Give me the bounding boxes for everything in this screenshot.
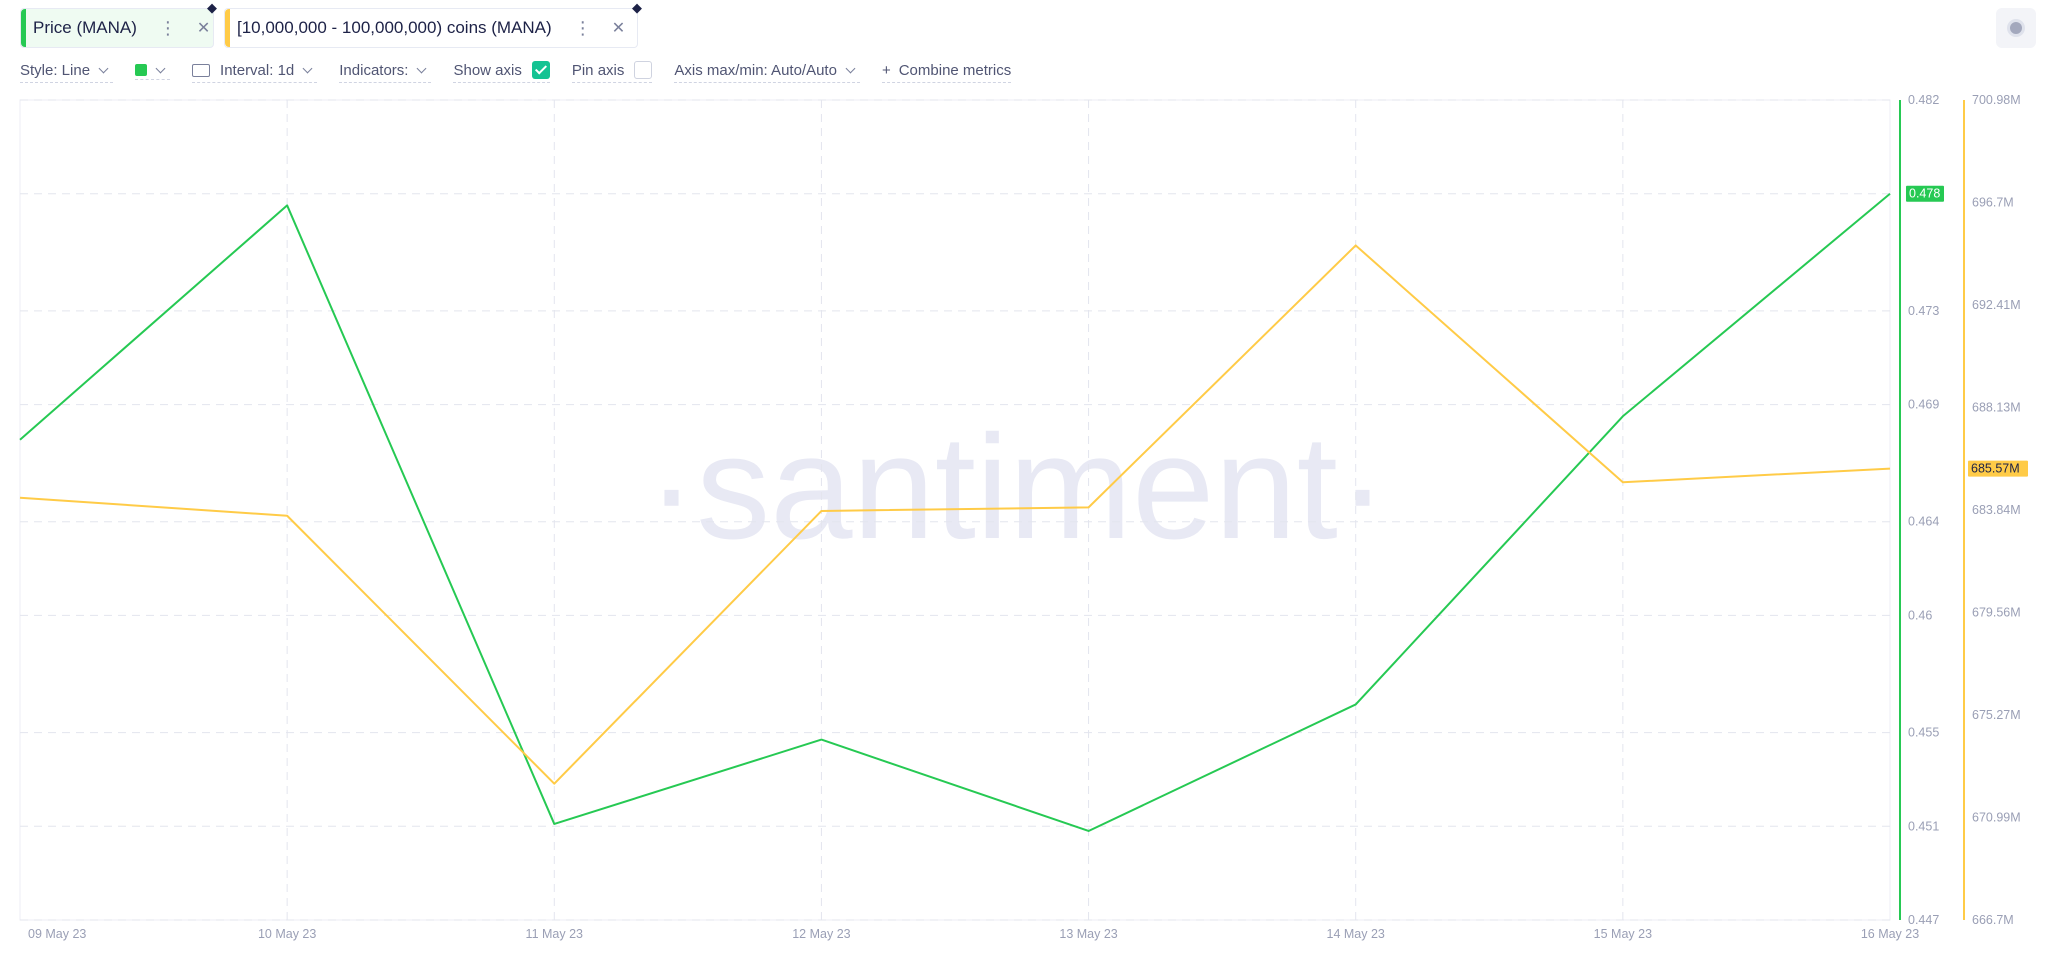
holdings-axis-tick-label: 700.98M — [1972, 93, 2021, 107]
price-axis-tick-label: 0.455 — [1908, 726, 1939, 740]
style-label: Style: Line — [20, 61, 91, 79]
price-last-value-badge — [1906, 185, 1944, 202]
metric-tab-holdings[interactable]: [10,000,000 - 100,000,000) coins (MANA) … — [224, 8, 638, 48]
holdings-axis-tick-label: 666.7M — [1972, 913, 2014, 927]
price-axis-tick-label: 0.447 — [1908, 913, 1939, 927]
metric-tab-label: Price (MANA) — [33, 18, 137, 37]
show-axis-label: Show axis — [453, 61, 522, 79]
holdings-last-value-label: 685.57M — [1971, 462, 2020, 476]
pin-axis-checkbox[interactable] — [634, 61, 653, 79]
plus-icon: + — [881, 61, 891, 79]
holdings-axis-tick-label: 675.27M — [1972, 708, 2021, 722]
color-swatch — [135, 64, 148, 76]
chart-toolbar: Style: Line Interval: 1d Indicators: Sho… — [20, 58, 1033, 86]
x-tick-label: 15 May 23 — [1594, 927, 1652, 941]
holdings-axis-tick-label: 688.13M — [1972, 400, 2021, 414]
holdings-axis-tick-label: 692.41M — [1972, 298, 2021, 312]
close-icon[interactable]: ✕ — [196, 20, 211, 37]
x-tick-label: 11 May 23 — [526, 927, 583, 941]
close-icon[interactable]: ✕ — [611, 20, 626, 37]
more-options-icon[interactable]: ⋮ — [573, 17, 592, 38]
holdings-series-line — [19, 244, 1891, 785]
price-axis-tick-label: 0.469 — [1908, 398, 1939, 412]
pin-icon[interactable]: ◆ — [632, 0, 642, 15]
settings-toggle-button[interactable] — [1996, 8, 2036, 48]
holdings-axis-tick-label: 683.84M — [1972, 503, 2021, 517]
price-series-line — [19, 192, 1891, 832]
holdings-last-value-badge — [1968, 460, 2028, 477]
x-tick-label: 12 May 23 — [792, 927, 850, 941]
more-options-icon[interactable]: ⋮ — [158, 17, 177, 38]
holdings-axis-tick-label: 696.7M — [1972, 195, 2014, 209]
x-tick-label: 14 May 23 — [1327, 927, 1385, 941]
show-axis-checkbox[interactable] — [531, 61, 550, 79]
price-axis-tick-label: 0.46 — [1908, 608, 1932, 622]
holdings-axis-tick-label: 670.99M — [1972, 810, 2021, 824]
indicators-dropdown[interactable]: Indicators: — [339, 61, 432, 83]
axis-minmax-label: Axis max/min: Auto/Auto — [674, 61, 837, 79]
price-axis-tick-label: 0.451 — [1908, 819, 1939, 833]
metric-color-bar — [21, 9, 26, 47]
watermark: ·santiment· — [647, 405, 1387, 570]
dot-icon — [2010, 22, 2022, 34]
axis-minmax-dropdown[interactable]: Axis max/min: Auto/Auto — [674, 62, 860, 83]
x-tick-label: 09 May 23 — [28, 927, 86, 941]
x-tick-label: 13 May 23 — [1059, 927, 1117, 941]
holdings-axis-tick-label: 679.56M — [1972, 605, 2021, 619]
price-axis-tick-label: 0.482 — [1908, 93, 1939, 107]
indicators-label: Indicators: — [339, 61, 409, 79]
pin-axis-label: Pin axis — [571, 61, 625, 79]
metric-tab-price[interactable]: Price (MANA) ⋮ ✕ — [20, 8, 214, 48]
combine-metrics-label: Combine metrics — [898, 61, 1012, 79]
metric-tab-label: [10,000,000 - 100,000,000) coins (MANA) — [237, 18, 552, 37]
show-axis-toggle[interactable]: Show axis — [453, 61, 550, 83]
style-dropdown[interactable]: Style: Line — [20, 61, 114, 83]
price-last-value-label: 0.478 — [1909, 187, 1940, 201]
price-axis-tick-label: 0.464 — [1908, 515, 1939, 529]
plot-border — [19, 99, 1891, 921]
ruler-icon — [192, 63, 211, 77]
interval-dropdown[interactable]: Interval: 1d — [192, 61, 318, 83]
x-tick-label: 10 May 23 — [258, 927, 316, 941]
pin-axis-toggle[interactable]: Pin axis — [571, 61, 653, 83]
pin-icon[interactable]: ◆ — [207, 0, 217, 15]
metric-color-bar — [225, 9, 230, 47]
price-axis-tick-label: 0.473 — [1908, 304, 1939, 318]
color-dropdown[interactable] — [135, 63, 171, 80]
combine-metrics-button[interactable]: + Combine metrics — [881, 61, 1012, 83]
x-tick-label: 16 May 23 — [1861, 927, 1919, 941]
interval-label: Interval: 1d — [220, 61, 295, 79]
